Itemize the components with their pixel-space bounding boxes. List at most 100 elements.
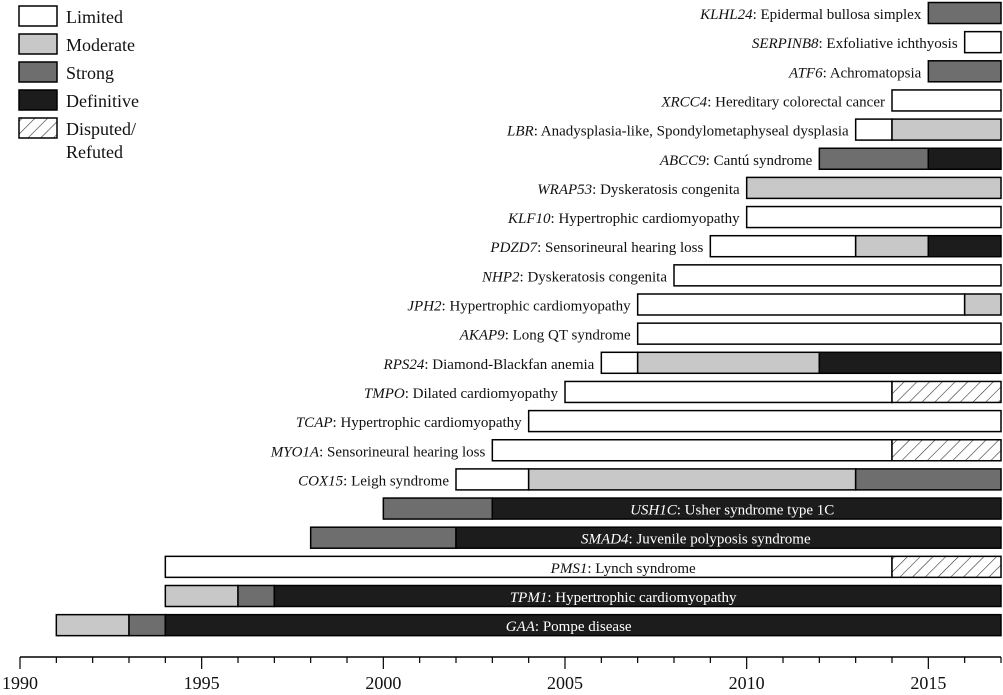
row-label-gaa: GAA: Pompe disease: [506, 619, 632, 635]
bar-segment-pms1-limited: [164, 555, 893, 579]
bar-segment-serpinb8-limited: [963, 30, 1002, 54]
x-tick-label-2010: 2010: [729, 673, 765, 693]
timeline-row-klhl24: [927, 1, 1002, 25]
bar-segment-gaa-moderate: [55, 613, 130, 637]
bar-segment-gaa-strong: [128, 613, 167, 637]
timeline-row-gaa: [55, 613, 1002, 637]
legend-label-limited: Limited: [66, 7, 123, 27]
timeline-row-xrcc4: [891, 89, 1002, 112]
row-label-atf6: ATF6: Achromatopsia: [788, 65, 922, 81]
row-label-klhl24: KLHL24: Epidermal bullosa simplex: [699, 7, 922, 23]
bar-segment-pms1-disputed: [891, 555, 1002, 579]
bar-segment-pdzd7-definitive: [927, 234, 1002, 258]
row-label-tpm1: TPM1: Hypertrophic cardiomyopathy: [510, 590, 737, 606]
timeline-row-myo1a: [491, 439, 1002, 462]
timeline-row-lbr: [854, 118, 1002, 141]
bar-segment-tcap-limited: [527, 409, 1002, 433]
timeline-row-rps24: [600, 351, 1002, 375]
bar-segment-tpm1-moderate: [164, 584, 239, 608]
timeline-row-ush1c: [382, 497, 1002, 520]
legend-swatch-definitive: [18, 89, 58, 111]
bar-segment-lbr-limited: [854, 118, 893, 141]
bar-segment-abcc9-strong: [818, 147, 930, 170]
legend: Limited Moderate Strong Definitive Disputed/…: [18, 5, 139, 162]
row-label-tmpo: TMPO: Dilated cardiomyopathy: [364, 386, 559, 402]
bar-segment-klhl24-strong: [927, 1, 1002, 25]
bar-segment-xrcc4-limited: [891, 89, 1002, 112]
x-tick-label-1995: 1995: [184, 673, 220, 693]
row-label-abcc9: ABCC9: Cantú syndrome: [659, 153, 813, 169]
row-label-smad4: SMAD4: Juvenile polyposis syndrome: [581, 532, 811, 548]
bar-segment-rps24-limited: [600, 351, 639, 375]
row-label-pms1: PMS1: Lynch syndrome: [550, 561, 696, 577]
bar-segment-tmpo-disputed: [891, 380, 1002, 404]
bar-segment-smad4-definitive: [455, 526, 1002, 549]
legend-label-disputed: Disputed/Refuted: [66, 119, 136, 162]
row-label-lbr: LBR: Anadysplasia-like, Spondylometaphys…: [506, 124, 849, 140]
bar-segment-cox15-limited: [455, 468, 530, 491]
timeline-row-smad4: [309, 526, 1002, 549]
bar-segment-atf6-strong: [927, 60, 1002, 83]
bar-segment-tpm1-definitive: [273, 584, 1002, 608]
bar-segment-wrap53-moderate: [745, 176, 1002, 200]
bar-segment-rps24-moderate: [636, 351, 821, 375]
timeline-row-pms1: [164, 555, 1002, 579]
bar-segment-myo1a-disputed: [891, 439, 1002, 462]
bar-segment-tmpo-limited: [564, 380, 893, 404]
row-label-xrcc4: XRCC4: Hereditary colorectal cancer: [660, 94, 885, 110]
legend-swatch-moderate: [18, 33, 58, 55]
x-tick-label-2015: 2015: [910, 673, 946, 693]
timeline-row-nhp2: [673, 264, 1002, 287]
bar-segment-nhp2-limited: [673, 264, 1002, 287]
bar-segment-klf10-limited: [745, 205, 1002, 229]
timeline-row-klf10: [745, 205, 1002, 229]
bar-segment-jph2-moderate: [963, 293, 1002, 316]
row-label-rps24: RPS24: Diamond-Blackfan anemia: [383, 357, 595, 373]
row-label-cox15: COX15: Leigh syndrome: [298, 473, 449, 489]
x-tick-label-2000: 2000: [365, 673, 401, 693]
row-label-klf10: KLF10: Hypertrophic cardiomyopathy: [507, 211, 740, 227]
row-label-wrap53: WRAP53: Dyskeratosis congenita: [537, 182, 740, 198]
legend-label-moderate: Moderate: [66, 35, 135, 55]
bar-segment-cox15-moderate: [527, 468, 857, 491]
bar-segment-ush1c-definitive: [491, 497, 1002, 520]
bar-segment-tpm1-strong: [237, 584, 276, 608]
bar-segment-gaa-definitive: [164, 613, 1002, 637]
legend-label-definitive: Definitive: [66, 91, 139, 111]
timeline-row-tcap: [527, 409, 1002, 433]
bar-segment-smad4-strong: [309, 526, 457, 549]
row-label-akap9: AKAP9: Long QT syndrome: [459, 328, 631, 344]
timeline-row-wrap53: [745, 176, 1002, 200]
timeline-row-cox15: [455, 468, 1002, 491]
row-label-tcap: TCAP: Hypertrophic cardiomyopathy: [296, 415, 522, 431]
legend-swatch-disputed: [18, 117, 58, 139]
bar-segment-ush1c-strong: [382, 497, 494, 520]
bar-segment-akap9-limited: [636, 322, 1002, 345]
bar-segment-pdzd7-limited: [709, 234, 857, 258]
timeline-row-tmpo: [564, 380, 1002, 404]
timeline-row-abcc9: [818, 147, 1002, 170]
row-label-pdzd7: PDZD7: Sensorineural hearing loss: [489, 240, 703, 256]
bar-segment-lbr-moderate: [891, 118, 1002, 141]
bar-segment-cox15-strong: [854, 468, 1002, 491]
row-label-myo1a: MYO1A: Sensorineural hearing loss: [270, 444, 486, 460]
legend-swatch-strong: [18, 61, 58, 83]
row-label-serpinb8: SERPINB8: Exfoliative ichthyosis: [752, 36, 958, 52]
x-tick-label-2005: 2005: [547, 673, 583, 693]
timeline-row-serpinb8: [963, 30, 1002, 54]
row-label-jph2: JPH2: Hypertrophic cardiomyopathy: [407, 299, 631, 315]
legend-label-strong: Strong: [66, 63, 114, 83]
bar-segment-jph2-limited: [636, 293, 966, 316]
timeline-row-atf6: [927, 60, 1002, 83]
bar-segment-myo1a-limited: [491, 439, 893, 462]
x-axis: 1990 1995 2000 2005 2010 2015: [2, 656, 1002, 693]
gene-disease-labels: KLHL24: Epidermal bullosa simplex SERPINB…: [270, 7, 958, 635]
bar-segment-rps24-definitive: [818, 351, 1002, 375]
timeline-row-tpm1: [164, 584, 1002, 608]
timeline-row-pdzd7: [709, 234, 1002, 258]
timeline-row-jph2: [636, 293, 1002, 316]
timeline-row-akap9: [636, 322, 1002, 345]
timeline-bars: [55, 1, 1002, 637]
bar-segment-abcc9-definitive: [927, 147, 1002, 170]
